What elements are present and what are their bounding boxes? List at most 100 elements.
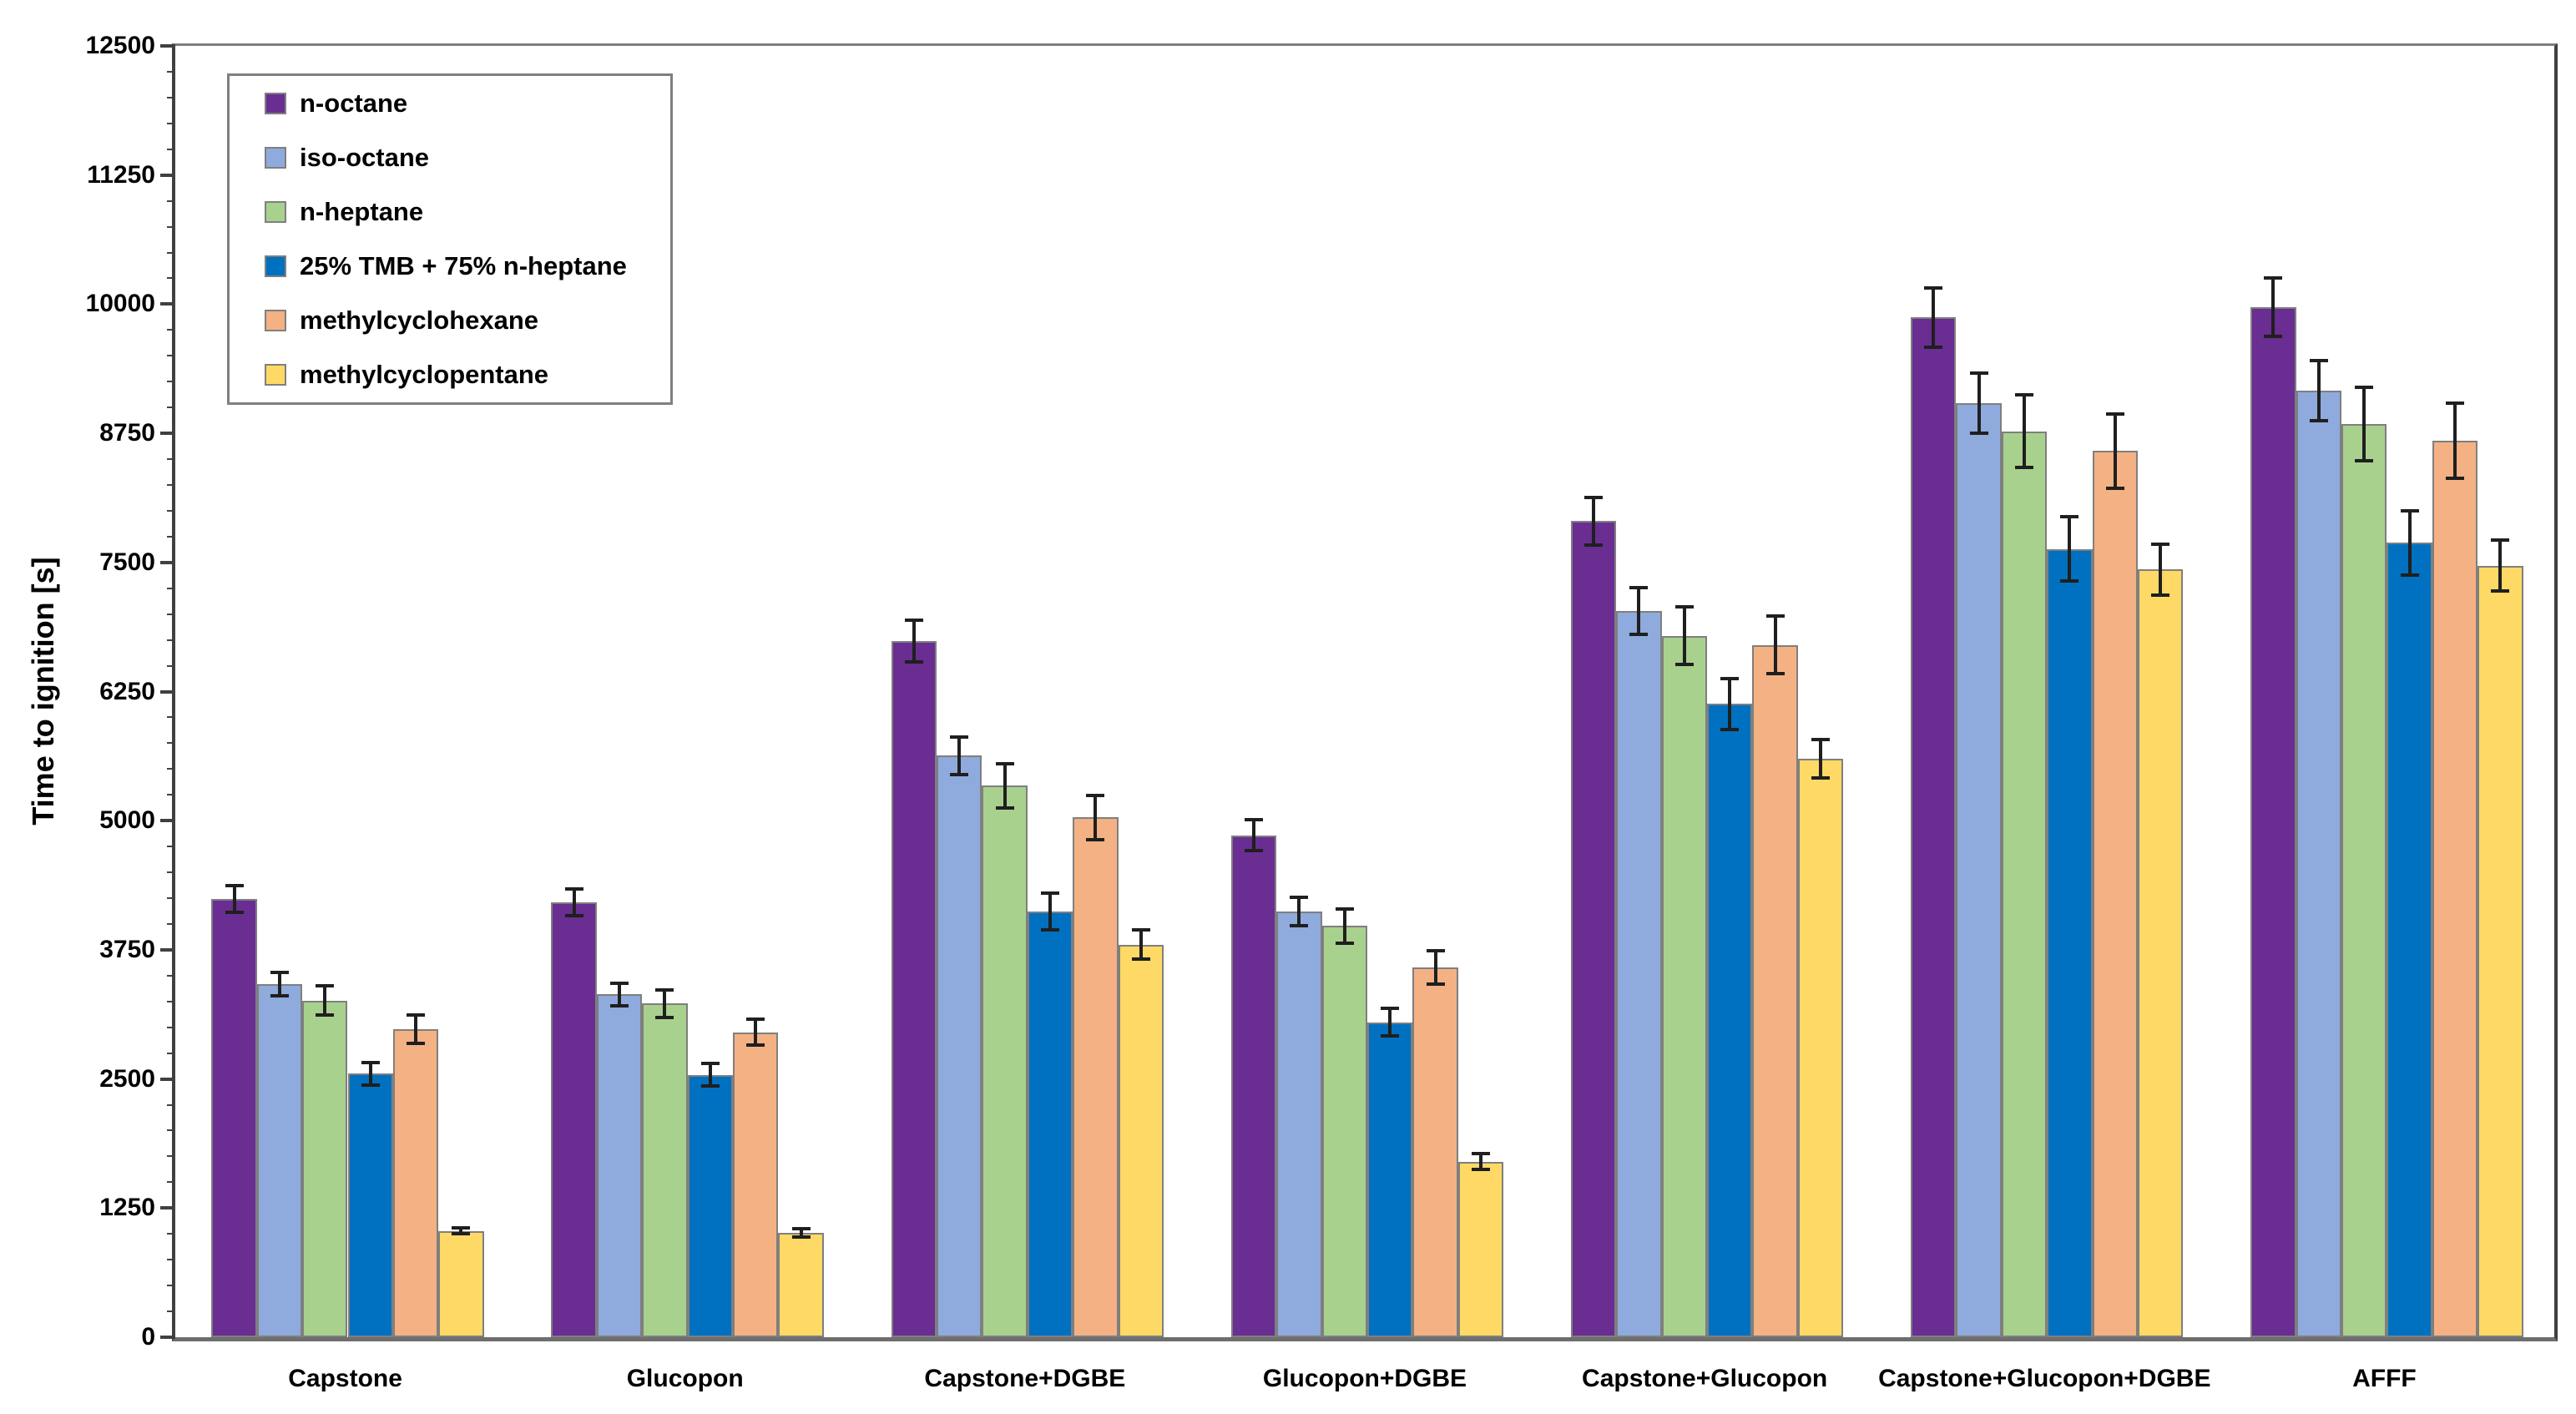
error-bar-cap-bottom [1426,982,1445,986]
error-bar-cap-bottom [2491,589,2510,593]
error-bar [1003,763,1007,808]
minor-tick [167,1052,175,1054]
y-tick-label: 12500 [85,32,155,59]
x-category-label: Capstone+DGBE [924,1365,1126,1392]
error-bar-cap-bottom [1381,1033,1400,1038]
error-bar [1592,497,1596,545]
error-bar-cap-top [2445,401,2464,405]
error-bar [754,1019,758,1046]
error-bar [1932,287,1936,348]
x-category-label: Glucopon [626,1365,744,1392]
error-bar-cap-top [1720,677,1740,681]
error-bar-cap-bottom [995,805,1014,810]
minor-tick [167,1285,175,1287]
error-bar [912,620,916,662]
minor-tick [167,587,175,589]
minor-tick [167,716,175,719]
legend-swatch-icon [265,255,286,278]
error-bar [323,986,327,1015]
error-bar-cap-bottom [1244,849,1263,853]
minor-tick [167,458,175,461]
bar-methylcyclopentane-capstone-dgbe [1118,944,1164,1337]
legend-item-methylcyclopentane: methylcyclopentane [265,348,670,402]
legend-swatch-icon [265,146,286,169]
error-bar-cap-bottom [1969,432,1988,436]
y-tick-label: 2500 [99,1064,155,1093]
error-bar [232,886,236,913]
bar-n-octane-glucopon-dgbe [1230,835,1277,1337]
minor-tick [167,1000,175,1002]
minor-tick [167,846,175,848]
major-tick [160,560,175,564]
major-tick [160,173,175,177]
bar-25-tmb-75-n-heptane-capstone-glucopon-dgbe [2047,548,2093,1337]
error-bar-cap-bottom [2445,476,2464,480]
error-bar [1251,819,1255,851]
minor-tick [167,70,175,73]
error-bar [957,736,962,775]
error-bar-cap-top [1765,614,1785,619]
legend-item-methylcyclohexane: methylcyclohexane [265,294,670,348]
bar-n-octane-capstone-glucopon-dgbe [1911,317,1957,1337]
minor-tick [167,1026,175,1028]
bar-iso-octane-glucopon-dgbe [1276,912,1322,1337]
error-bar-cap-bottom [2264,334,2283,338]
error-bar-cap-top [1674,605,1694,609]
error-bar [1139,930,1143,960]
x-category-label: AFFF [2352,1365,2417,1392]
bar-methylcyclohexane-capstone [392,1029,439,1337]
legend-swatch-icon [265,364,286,386]
error-bar-cap-bottom [407,1041,426,1045]
error-bar [2023,395,2027,467]
error-bar-cap-top [1811,738,1831,742]
legend-label: 25% TMB + 75% n-heptane [300,251,627,281]
error-bar-cap-top [2491,538,2510,542]
bar-25-tmb-75-n-heptane-capstone-dgbe [1027,912,1073,1337]
x-category-label: Glucopon+DGBE [1262,1365,1467,1392]
bar-methylcyclohexane-capstone-glucopon-dgbe [2092,451,2138,1337]
minor-tick [167,639,175,641]
legend-item-25-tmb-75-n-heptane: 25% TMB + 75% n-heptane [265,240,670,294]
error-bar-cap-top [1244,817,1263,821]
y-tick-label: 10000 [85,290,155,318]
bar-n-octane-capstone [211,899,257,1337]
bar-25-tmb-75-n-heptane-glucopon [687,1074,734,1337]
error-bar-cap-bottom [225,911,244,915]
error-bar-cap-top [2400,508,2419,513]
error-bar-cap-bottom [2060,579,2079,583]
bar-25-tmb-75-n-heptane-afff [2387,543,2432,1337]
bar-n-heptane-capstone [302,1000,348,1337]
y-tick-label: 5000 [99,806,155,835]
minor-tick [167,277,175,280]
y-tick-label: 7500 [99,548,155,576]
bar-iso-octane-capstone-glucopon [1616,610,1662,1337]
legend-item-n-octane: n-octane [265,76,670,130]
minor-tick [167,1103,175,1106]
major-tick [160,947,175,952]
minor-tick [167,1181,175,1184]
error-bar-cap-bottom [791,1235,811,1239]
error-bar-cap-bottom [270,993,289,997]
error-bar-cap-bottom [452,1232,471,1236]
legend-item-iso-octane: iso-octane [265,130,670,184]
bar-methylcyclopentane-afff [2478,565,2523,1337]
error-bar-cap-top [1584,495,1604,499]
error-bar-cap-bottom [2355,458,2374,462]
error-bar [663,989,667,1018]
bar-25-tmb-75-n-heptane-capstone-glucopon [1707,704,1753,1337]
error-bar-cap-top [1381,1007,1400,1011]
legend-swatch-icon [265,92,286,114]
error-bar-cap-top [1131,928,1150,932]
error-bar-cap-bottom [655,1015,674,1019]
x-category-label: Capstone [288,1365,402,1392]
minor-tick [167,251,175,254]
bar-n-octane-capstone-dgbe [891,640,937,1337]
bar-n-heptane-glucopon-dgbe [1321,926,1367,1337]
y-tick-label: 11250 [87,160,155,189]
error-bar-cap-bottom [1086,838,1105,842]
minor-tick [167,355,175,357]
error-bar [2113,413,2117,488]
minor-tick [167,199,175,202]
y-tick-label: 8750 [99,419,155,447]
